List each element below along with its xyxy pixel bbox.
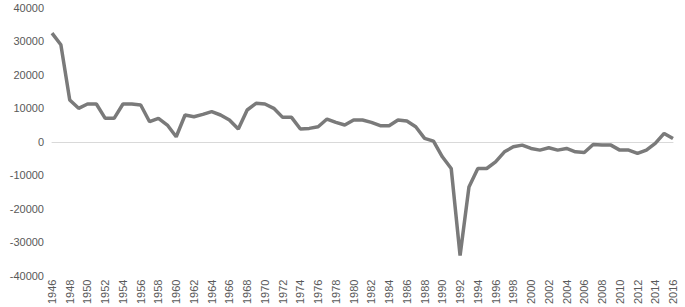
svg-text:1956: 1956: [135, 280, 147, 304]
svg-text:10000: 10000: [13, 102, 44, 114]
svg-text:1954: 1954: [117, 280, 129, 304]
svg-text:-20000: -20000: [10, 203, 44, 215]
svg-text:1994: 1994: [472, 280, 484, 304]
svg-text:1960: 1960: [170, 280, 182, 304]
svg-text:1952: 1952: [99, 280, 111, 304]
svg-text:1964: 1964: [206, 280, 218, 304]
svg-text:20000: 20000: [13, 69, 44, 81]
svg-text:2000: 2000: [525, 280, 537, 304]
svg-text:-30000: -30000: [10, 236, 44, 248]
svg-text:1988: 1988: [419, 280, 431, 304]
svg-text:1974: 1974: [294, 280, 306, 304]
svg-text:1990: 1990: [436, 280, 448, 304]
svg-text:1978: 1978: [330, 280, 342, 304]
svg-text:1976: 1976: [312, 280, 324, 304]
svg-text:2010: 2010: [614, 280, 626, 304]
svg-text:1966: 1966: [223, 280, 235, 304]
svg-text:1968: 1968: [241, 280, 253, 304]
svg-text:1970: 1970: [259, 280, 271, 304]
svg-text:2016: 2016: [667, 280, 679, 304]
svg-text:2012: 2012: [632, 280, 644, 304]
svg-text:1998: 1998: [507, 280, 519, 304]
svg-text:-10000: -10000: [10, 169, 44, 181]
svg-text:2008: 2008: [596, 280, 608, 304]
svg-text:2014: 2014: [649, 280, 661, 304]
svg-text:30000: 30000: [13, 35, 44, 47]
svg-text:1950: 1950: [81, 280, 93, 304]
svg-text:0: 0: [38, 136, 44, 148]
svg-text:2006: 2006: [578, 280, 590, 304]
svg-text:1946: 1946: [46, 280, 58, 304]
svg-text:40000: 40000: [13, 2, 44, 14]
svg-text:1986: 1986: [401, 280, 413, 304]
svg-text:1984: 1984: [383, 280, 395, 304]
svg-text:1982: 1982: [365, 280, 377, 304]
svg-text:1992: 1992: [454, 280, 466, 304]
svg-text:2004: 2004: [561, 280, 573, 304]
svg-text:1962: 1962: [188, 280, 200, 304]
svg-text:1980: 1980: [348, 280, 360, 304]
svg-text:1972: 1972: [277, 280, 289, 304]
svg-text:1948: 1948: [64, 280, 76, 304]
svg-text:2002: 2002: [543, 280, 555, 304]
svg-text:-40000: -40000: [10, 270, 44, 282]
svg-text:1996: 1996: [490, 280, 502, 304]
svg-text:1958: 1958: [152, 280, 164, 304]
